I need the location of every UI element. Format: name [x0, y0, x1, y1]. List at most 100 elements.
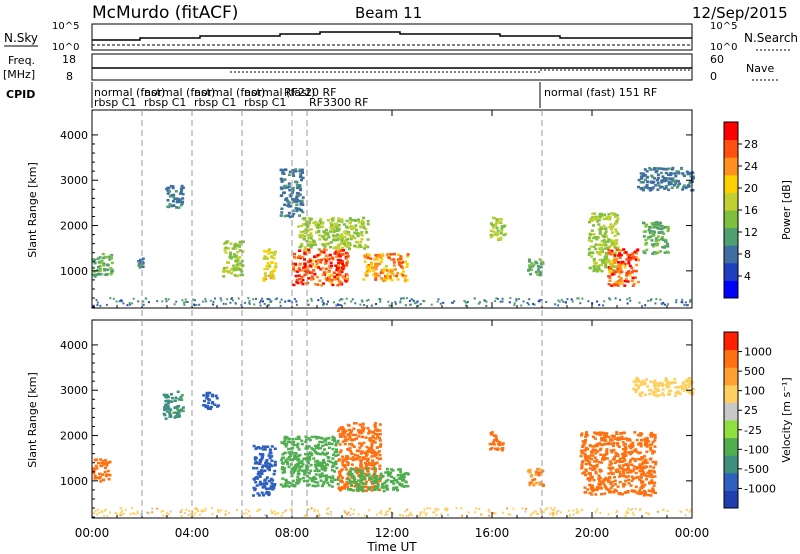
cbar-swatch-2	[724, 245, 738, 264]
cbar-tick-0: 28	[744, 138, 758, 151]
cbar-tick-2: 100	[744, 385, 765, 398]
date-title: 12/Sep/2015	[692, 4, 788, 22]
cbar-tick-1: 500	[744, 365, 765, 378]
cbar-tick-1: 24	[744, 160, 758, 173]
freq-tick-top: 18	[62, 53, 76, 66]
power-echo-region-1	[137, 257, 145, 269]
time-x-axis: 00:00 04:00 08:00 12:00 16:00 20:00 00:00	[75, 110, 710, 540]
nsearch-label: N.Search	[744, 31, 798, 45]
power-colorbar-label: Power [dB]	[780, 180, 793, 240]
cpid-change-lines	[141, 110, 543, 518]
power-echo-region-12	[607, 248, 640, 287]
cbar-tick-3: 25	[744, 404, 758, 417]
cbar-swatch-8	[724, 349, 738, 368]
cbar-swatch-6	[724, 174, 738, 193]
ytick-label-3: 1000	[60, 475, 88, 488]
power-near-range-noise	[92, 297, 692, 307]
cbar-swatch-0	[724, 490, 738, 509]
xtick-label-6: 00:00	[675, 526, 710, 540]
power-echo-region-4	[262, 248, 278, 282]
cbar-swatch-4	[724, 420, 738, 439]
velocity-y-axis: 4000 3000 2000 1000	[60, 339, 692, 518]
velocity-echo-region-0	[92, 458, 112, 483]
nsky-tick-top: 10^5	[52, 21, 79, 32]
cbar-tick-6: -500	[744, 463, 769, 476]
cbar-swatch-0	[724, 280, 738, 299]
cbar-swatch-7	[724, 367, 738, 386]
power-echo-region-10	[527, 258, 545, 277]
velocity-ylabel: Slant Range [km]	[26, 372, 39, 468]
cbar-tick-3: 16	[744, 204, 758, 217]
ytick-label-2: 2000	[60, 430, 88, 443]
nsky-panel: N.Sky 10^5 10^0 10^5 10^0 N.Search	[4, 21, 798, 53]
cpid-entry-5: normal (fast)	[194, 86, 265, 99]
xtick-label-4: 16:00	[475, 526, 510, 540]
velocity-echo-region-7	[488, 431, 505, 452]
freq-label-2: [MHz]	[3, 68, 35, 81]
cbar-swatch-6	[724, 384, 738, 403]
cbar-swatch-5	[724, 402, 738, 421]
cbar-tick-7: -1000	[744, 482, 776, 495]
freq-panel: Freq. [MHz] 18 8 60 0 Nave	[3, 53, 780, 83]
cbar-swatch-1	[724, 472, 738, 491]
cbar-swatch-9	[724, 332, 738, 351]
ytick-label-3: 1000	[60, 265, 88, 278]
time-xlabel: Time UT	[366, 540, 417, 554]
cbar-tick-5: -100	[744, 443, 769, 456]
cbar-swatch-1	[724, 262, 738, 281]
power-ylabel: Slant Range [km]	[26, 162, 39, 258]
velocity-echo-region-6	[347, 467, 410, 493]
cpid-entry-10: normal (fast) 151 RF	[544, 86, 657, 99]
cbar-swatch-9	[724, 122, 738, 141]
nave-tick-top: 60	[710, 53, 724, 66]
velocity-scatter	[92, 376, 695, 517]
cpid-entry-6: rbsp C1	[244, 96, 286, 109]
velocity-echo-region-3	[252, 444, 277, 497]
cbar-tick-6: 4	[744, 270, 751, 283]
power-echo-region-13	[637, 166, 695, 192]
xtick-label-2: 08:00	[275, 526, 310, 540]
cpid-entry-0: normal (fast)	[94, 86, 165, 99]
power-echo-region-5	[279, 168, 305, 219]
velocity-echo-region-9	[579, 431, 658, 497]
xtick-label-0: 00:00	[75, 526, 110, 540]
cbar-swatch-4	[724, 210, 738, 229]
xtick-label-5: 20:00	[575, 526, 610, 540]
velocity-echo-region-2	[202, 391, 220, 411]
power-scatter	[92, 166, 695, 307]
cbar-swatch-3	[724, 227, 738, 246]
nave-label: Nave	[746, 62, 774, 75]
nsky-tick-bottom: 10^0	[52, 42, 79, 53]
cbar-swatch-3	[724, 437, 738, 456]
cpid-entry-9: RF3300 RF	[309, 96, 368, 109]
ytick-label-1: 3000	[60, 174, 88, 187]
nave-tick-bottom: 0	[710, 70, 717, 83]
power-echo-region-3	[222, 240, 245, 278]
cbar-swatch-7	[724, 157, 738, 176]
velocity-echo-region-8	[527, 467, 545, 488]
cbar-tick-4: -25	[744, 424, 762, 437]
power-echo-region-6	[292, 248, 350, 287]
velocity-echo-region-10	[632, 376, 695, 398]
ytick-label-0: 4000	[60, 339, 88, 352]
power-echo-region-8	[362, 252, 410, 283]
nsearch-tick-top: 10^5	[710, 21, 737, 32]
nsky-label: N.Sky	[4, 31, 38, 45]
freq-tick-bottom: 8	[66, 70, 73, 83]
velocity-colorbar-label: Velocity [m s⁻¹]	[780, 377, 793, 462]
cpid-entry-1: rbsp C1	[94, 96, 136, 109]
power-echo-region-11	[587, 212, 620, 274]
power-echo-region-0	[92, 252, 115, 278]
velocity-near-range-noise	[93, 507, 692, 517]
cpid-entry-8: RF220 RF	[284, 86, 336, 99]
freq-label-1: Freq.	[8, 54, 35, 67]
power-y-axis: 4000 3000 2000 1000	[60, 129, 692, 308]
power-panel: 4000 3000 2000 1000 Slant Range [km]	[26, 109, 695, 309]
station-title: McMurdo (fitACF)	[92, 3, 238, 23]
cbar-tick-0: 1000	[744, 346, 772, 359]
beam-title: Beam 11	[355, 4, 422, 22]
cpid-label: CPID	[6, 88, 35, 101]
